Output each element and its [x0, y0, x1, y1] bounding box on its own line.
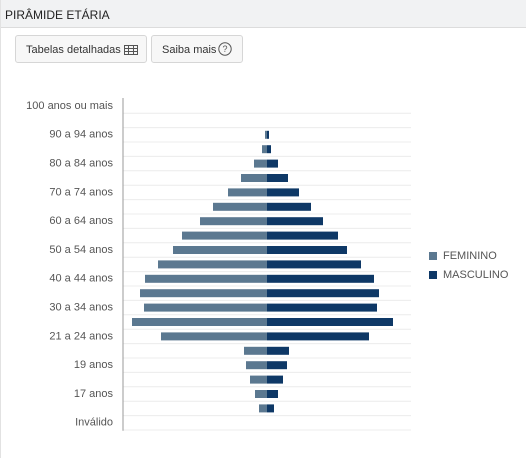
bar: [267, 174, 288, 182]
bar: [255, 390, 267, 398]
y-tick-label: 70 a 74 anos: [49, 186, 113, 198]
bar: [262, 145, 267, 154]
bar: [267, 332, 369, 341]
bar: [254, 159, 267, 168]
bar: [267, 246, 347, 254]
y-tick-label: Inválido: [75, 417, 113, 429]
y-tick-label: 30 a 34 anos: [49, 302, 113, 314]
bar: [244, 346, 267, 355]
bar: [228, 188, 267, 197]
bar: [267, 231, 338, 240]
y-tick-label: 40 a 44 anos: [49, 273, 113, 285]
y-tick-label: 60 a 64 anos: [49, 215, 113, 227]
y-tick-label: 17 anos: [74, 388, 114, 400]
y-tick-label: 50 a 54 anos: [49, 244, 113, 256]
button-label: Tabelas detalhadas: [26, 44, 121, 56]
bar: [267, 318, 393, 326]
y-tick-label: 19 anos: [74, 359, 114, 371]
bar: [267, 130, 269, 139]
y-tick-label: 21 a 24 anos: [49, 330, 113, 342]
svg-text:?: ?: [222, 44, 227, 54]
bar: [246, 361, 267, 370]
details-button[interactable]: Tabelas detalhadas: [15, 35, 147, 63]
bar: [241, 174, 267, 182]
legend-label: FEMININO: [443, 250, 497, 262]
bar: [161, 332, 267, 341]
bar: [267, 188, 299, 197]
bar: [267, 390, 278, 398]
bar: [140, 289, 267, 298]
bar: [267, 159, 278, 168]
bar: [267, 346, 289, 355]
panel-header: PIRÂMIDE ETÁRIA: [1, 0, 526, 28]
bar: [267, 217, 323, 226]
chart: 100 anos ou mais 90 a 94 anos 80 a 84 anos…: [26, 98, 509, 431]
legend-swatch: [429, 271, 437, 279]
y-tick-label: 80 a 84 anos: [49, 158, 113, 170]
bar: [182, 231, 267, 240]
bar: [267, 303, 377, 312]
bar: [173, 246, 267, 254]
bar: [200, 217, 267, 226]
bar: [267, 361, 287, 370]
bar: [132, 318, 267, 326]
bar: [267, 404, 274, 413]
help-icon: ?: [218, 42, 232, 56]
bar: [267, 375, 283, 384]
bar: [267, 260, 361, 269]
bar: [259, 404, 267, 413]
bar: [144, 303, 267, 312]
y-tick-label: 100 anos ou mais: [26, 100, 113, 112]
bar: [265, 130, 267, 139]
button-label: Saiba mais: [162, 44, 217, 56]
bar: [145, 274, 267, 283]
legend-swatch: [429, 252, 437, 260]
info-button[interactable]: Saiba mais ?: [151, 35, 243, 63]
bar: [267, 145, 271, 154]
bar: [267, 202, 311, 211]
bar: [267, 274, 374, 283]
bar: [250, 375, 267, 384]
y-tick-label: 90 a 94 anos: [49, 129, 113, 141]
bar: [267, 289, 379, 298]
legend-label: MASCULINO: [443, 269, 509, 281]
bar: [213, 202, 267, 211]
table-icon: [124, 45, 138, 55]
bar: [158, 260, 267, 269]
panel-title: PIRÂMIDE ETÁRIA: [5, 8, 110, 22]
